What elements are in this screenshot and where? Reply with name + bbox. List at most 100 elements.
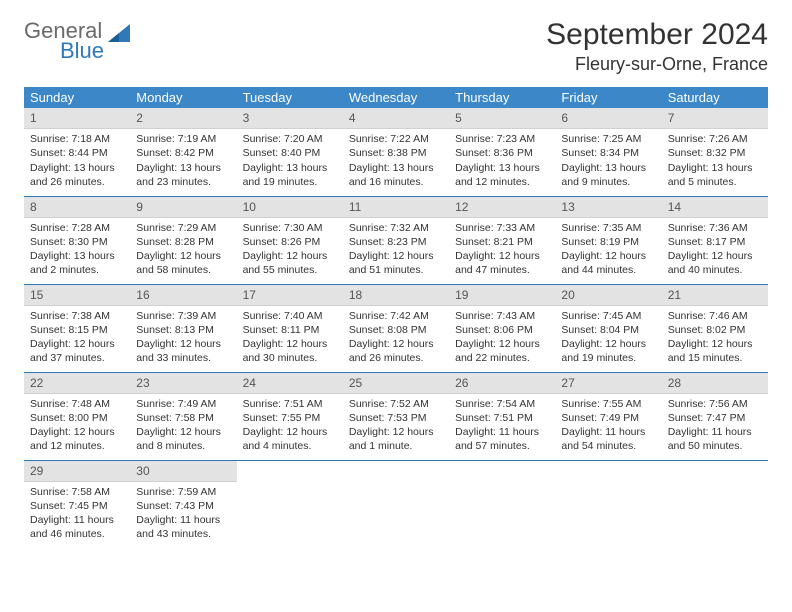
day-number: 19 [449,285,555,306]
calendar-day-cell: 21Sunrise: 7:46 AMSunset: 8:02 PMDayligh… [662,284,768,372]
calendar-day-cell: 7Sunrise: 7:26 AMSunset: 8:32 PMDaylight… [662,108,768,196]
sunrise-label: Sunrise: [349,133,388,145]
day-body: Sunrise: 7:20 AMSunset: 8:40 PMDaylight:… [237,129,343,195]
sunset-label: Sunset: [30,147,66,159]
sunrise-line: Sunrise: 7:42 AM [349,309,443,323]
sunset-label: Sunset: [561,236,597,248]
daylight-line: Daylight: 12 hours and 12 minutes. [30,425,124,453]
sunset-line: Sunset: 8:15 PM [30,323,124,337]
sunset-line: Sunset: 8:06 PM [455,323,549,337]
sunrise-line: Sunrise: 7:36 AM [668,221,762,235]
daylight-label: Daylight: [136,162,177,174]
sunrise-line: Sunrise: 7:25 AM [561,132,655,146]
sunrise-line: Sunrise: 7:22 AM [349,132,443,146]
month-title: September 2024 [546,18,768,52]
daylight-label: Daylight: [561,426,602,438]
day-body: Sunrise: 7:32 AMSunset: 8:23 PMDaylight:… [343,218,449,284]
calendar-body: 1Sunrise: 7:18 AMSunset: 8:44 PMDaylight… [24,108,768,548]
day-number: 26 [449,373,555,394]
sunset-label: Sunset: [30,236,66,248]
sunset-value: 7:55 PM [281,412,320,424]
day-number: 11 [343,197,449,218]
day-body: Sunrise: 7:58 AMSunset: 7:45 PMDaylight:… [24,482,130,548]
sunrise-line: Sunrise: 7:38 AM [30,309,124,323]
sunset-label: Sunset: [668,147,704,159]
daylight-line: Daylight: 12 hours and 26 minutes. [349,337,443,365]
daylight-label: Daylight: [668,250,709,262]
sunset-value: 8:19 PM [600,236,639,248]
sunrise-value: 7:29 AM [178,222,217,234]
sunrise-label: Sunrise: [243,310,282,322]
calendar-day-cell: 26Sunrise: 7:54 AMSunset: 7:51 PMDayligh… [449,372,555,460]
calendar-day-cell: 14Sunrise: 7:36 AMSunset: 8:17 PMDayligh… [662,196,768,284]
sunrise-label: Sunrise: [668,310,707,322]
sunrise-label: Sunrise: [349,398,388,410]
day-number: 30 [130,461,236,482]
day-body: Sunrise: 7:52 AMSunset: 7:53 PMDaylight:… [343,394,449,460]
day-number: 20 [555,285,661,306]
sunset-line: Sunset: 8:00 PM [30,411,124,425]
sunrise-label: Sunrise: [561,398,600,410]
sunset-line: Sunset: 8:28 PM [136,235,230,249]
day-body: Sunrise: 7:38 AMSunset: 8:15 PMDaylight:… [24,306,130,372]
sunset-label: Sunset: [561,147,597,159]
daylight-label: Daylight: [349,250,390,262]
sunrise-label: Sunrise: [30,310,69,322]
sunset-value: 7:45 PM [69,500,108,512]
daylight-label: Daylight: [561,338,602,350]
sunrise-label: Sunrise: [455,222,494,234]
daylight-line: Daylight: 12 hours and 4 minutes. [243,425,337,453]
sunrise-line: Sunrise: 7:35 AM [561,221,655,235]
day-body: Sunrise: 7:59 AMSunset: 7:43 PMDaylight:… [130,482,236,548]
daylight-label: Daylight: [455,338,496,350]
sunset-label: Sunset: [243,412,279,424]
calendar-day-cell: 28Sunrise: 7:56 AMSunset: 7:47 PMDayligh… [662,372,768,460]
weekday-header: Friday [555,87,661,108]
day-number: 15 [24,285,130,306]
calendar-day-cell: 18Sunrise: 7:42 AMSunset: 8:08 PMDayligh… [343,284,449,372]
day-body: Sunrise: 7:39 AMSunset: 8:13 PMDaylight:… [130,306,236,372]
daylight-label: Daylight: [136,338,177,350]
calendar-day-cell: 16Sunrise: 7:39 AMSunset: 8:13 PMDayligh… [130,284,236,372]
sunrise-line: Sunrise: 7:30 AM [243,221,337,235]
sunset-value: 8:30 PM [69,236,108,248]
sunrise-value: 7:26 AM [709,133,748,145]
sunset-value: 8:34 PM [600,147,639,159]
sunrise-line: Sunrise: 7:58 AM [30,485,124,499]
calendar-empty-cell [237,460,343,548]
sunrise-label: Sunrise: [561,310,600,322]
calendar-week-row: 1Sunrise: 7:18 AMSunset: 8:44 PMDaylight… [24,108,768,196]
weekday-header: Thursday [449,87,555,108]
calendar-day-cell: 4Sunrise: 7:22 AMSunset: 8:38 PMDaylight… [343,108,449,196]
day-number: 13 [555,197,661,218]
sunrise-line: Sunrise: 7:59 AM [136,485,230,499]
calendar-empty-cell [343,460,449,548]
day-number: 23 [130,373,236,394]
sunrise-line: Sunrise: 7:26 AM [668,132,762,146]
sunset-line: Sunset: 8:26 PM [243,235,337,249]
sunrise-label: Sunrise: [136,133,175,145]
daylight-label: Daylight: [136,426,177,438]
sunset-value: 8:00 PM [69,412,108,424]
daylight-label: Daylight: [30,426,71,438]
daylight-line: Daylight: 12 hours and 55 minutes. [243,249,337,277]
logo-word2: Blue [60,38,104,64]
sunrise-line: Sunrise: 7:46 AM [668,309,762,323]
day-body: Sunrise: 7:45 AMSunset: 8:04 PMDaylight:… [555,306,661,372]
daylight-label: Daylight: [455,162,496,174]
calendar-day-cell: 5Sunrise: 7:23 AMSunset: 8:36 PMDaylight… [449,108,555,196]
sunrise-line: Sunrise: 7:28 AM [30,221,124,235]
sunset-label: Sunset: [668,324,704,336]
day-number: 10 [237,197,343,218]
sunrise-line: Sunrise: 7:33 AM [455,221,549,235]
sunrise-label: Sunrise: [243,133,282,145]
sunset-value: 7:47 PM [706,412,745,424]
daylight-line: Daylight: 11 hours and 46 minutes. [30,513,124,541]
day-number: 27 [555,373,661,394]
calendar-week-row: 8Sunrise: 7:28 AMSunset: 8:30 PMDaylight… [24,196,768,284]
daylight-label: Daylight: [349,162,390,174]
calendar-day-cell: 17Sunrise: 7:40 AMSunset: 8:11 PMDayligh… [237,284,343,372]
sunrise-value: 7:36 AM [709,222,748,234]
daylight-line: Daylight: 12 hours and 15 minutes. [668,337,762,365]
sunset-label: Sunset: [136,412,172,424]
